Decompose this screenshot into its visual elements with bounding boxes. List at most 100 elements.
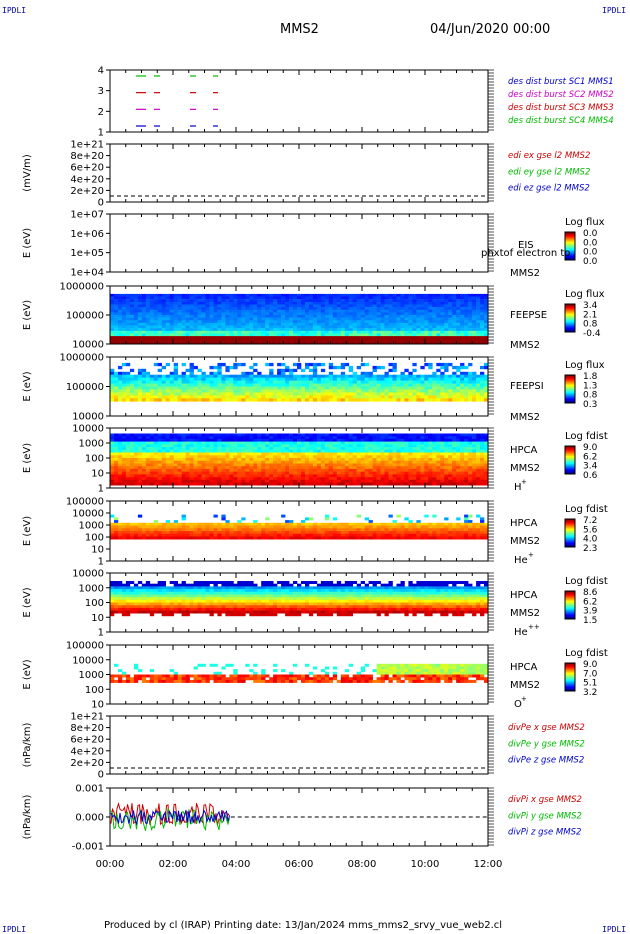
spectro-cell — [169, 301, 174, 305]
spectro-cell — [340, 309, 346, 313]
spectro-cell — [229, 463, 234, 467]
spectro-cell — [396, 447, 401, 451]
spectro-cell — [328, 386, 334, 390]
spectro-cell — [344, 452, 350, 456]
spectro-cell — [169, 460, 174, 464]
spectro-cell — [169, 312, 174, 316]
spectro-cell — [305, 307, 310, 310]
spectro-cell — [118, 447, 123, 451]
spectro-cell — [145, 466, 151, 470]
spectro-cell — [444, 333, 449, 337]
spectro-cell — [476, 309, 481, 313]
colorbar-segment — [565, 236, 575, 238]
spectro-cell — [189, 458, 194, 461]
spectro-cell — [408, 380, 413, 384]
spectro-cell — [328, 325, 334, 329]
spectro-cell — [305, 477, 310, 481]
spectro-cell — [110, 312, 115, 316]
spectro-cell — [289, 386, 294, 390]
spectro-cell — [428, 389, 433, 393]
spectro-cell — [265, 317, 270, 321]
spectro-cell — [169, 380, 174, 384]
spectro-cell — [125, 309, 131, 313]
spectro-cell — [368, 455, 373, 459]
spectro-cell — [153, 317, 159, 321]
spectro-cell — [384, 317, 389, 321]
spectro-cell — [440, 392, 445, 396]
spectro-cell — [265, 449, 270, 453]
spectro-cell — [297, 449, 302, 453]
spectro-cell — [265, 463, 270, 467]
spectro-cell — [396, 452, 401, 456]
spectro-cell — [420, 447, 425, 451]
spectro-cell — [328, 479, 334, 483]
spectro-cell — [249, 317, 254, 321]
spectro-cell — [392, 471, 397, 475]
spectro-cell — [265, 296, 270, 300]
spectro-cell — [368, 325, 373, 329]
spectro-cell — [229, 296, 234, 300]
spectro-cell — [277, 474, 282, 478]
spectro-cell — [436, 368, 441, 373]
spectro-cell — [428, 392, 433, 396]
spectro-cell — [129, 330, 135, 334]
spectro-cell — [221, 447, 226, 451]
spectro-cell — [352, 299, 357, 303]
spectro-cell — [249, 301, 254, 305]
spectro-cell — [348, 466, 353, 470]
spectro-cell — [205, 380, 210, 384]
spectro-cell — [312, 436, 318, 440]
spectro-cell — [301, 471, 306, 475]
spectro-cell — [281, 452, 286, 456]
spectro-cell — [352, 296, 357, 300]
spectro-cell — [229, 444, 234, 448]
spectro-cell — [209, 371, 214, 376]
colorbar-segment — [565, 313, 575, 315]
spectro-cell — [464, 296, 469, 300]
spectro-cell — [249, 455, 254, 459]
spectro-cell — [332, 436, 338, 440]
spectro-cell — [472, 333, 477, 337]
spectro-cell — [392, 383, 397, 387]
spectro-cell — [436, 309, 441, 313]
colorbar-segment — [565, 251, 575, 253]
spectro-cell — [297, 309, 302, 313]
spectro-cell — [157, 322, 162, 326]
spectro-cell — [301, 482, 306, 486]
spectro-cell — [118, 468, 123, 472]
spectro-cell — [332, 395, 338, 399]
spectro-cell — [129, 452, 135, 456]
spectro-cell — [133, 312, 139, 316]
spectro-cell — [257, 304, 262, 308]
spectro-cell — [177, 477, 182, 481]
spectro-cell — [153, 449, 159, 453]
colorbar-title-2: Log flux — [565, 217, 605, 228]
spectro-cell — [229, 299, 234, 303]
spectro-cell — [432, 392, 437, 396]
spectro-cell — [273, 293, 278, 297]
spectro-cell — [408, 315, 413, 318]
spectro-cell — [412, 386, 417, 390]
spectro-cell — [157, 449, 162, 453]
spectro-cell — [320, 330, 326, 334]
spectro-cell — [312, 371, 318, 376]
spectro-cell — [400, 336, 405, 339]
spectro-cell — [149, 474, 155, 478]
spectro-cell — [149, 338, 155, 342]
spectro-cell — [324, 320, 330, 324]
spectro-cell — [297, 362, 302, 367]
spectro-cell — [273, 320, 278, 324]
spectro-cell — [189, 477, 194, 481]
spectro-cell — [360, 460, 365, 464]
spectro-cell — [368, 330, 373, 334]
spectro-cell — [241, 474, 246, 478]
spectro-cell — [320, 389, 326, 393]
spectro-cell — [257, 299, 262, 303]
spectro-cell — [480, 374, 485, 378]
spectro-cell — [420, 466, 425, 470]
spectro-cell — [165, 458, 170, 461]
spectro-cell — [416, 386, 421, 390]
spectro-cell — [380, 374, 385, 378]
spectro-cell — [157, 447, 162, 451]
spectro-cell — [193, 299, 198, 303]
